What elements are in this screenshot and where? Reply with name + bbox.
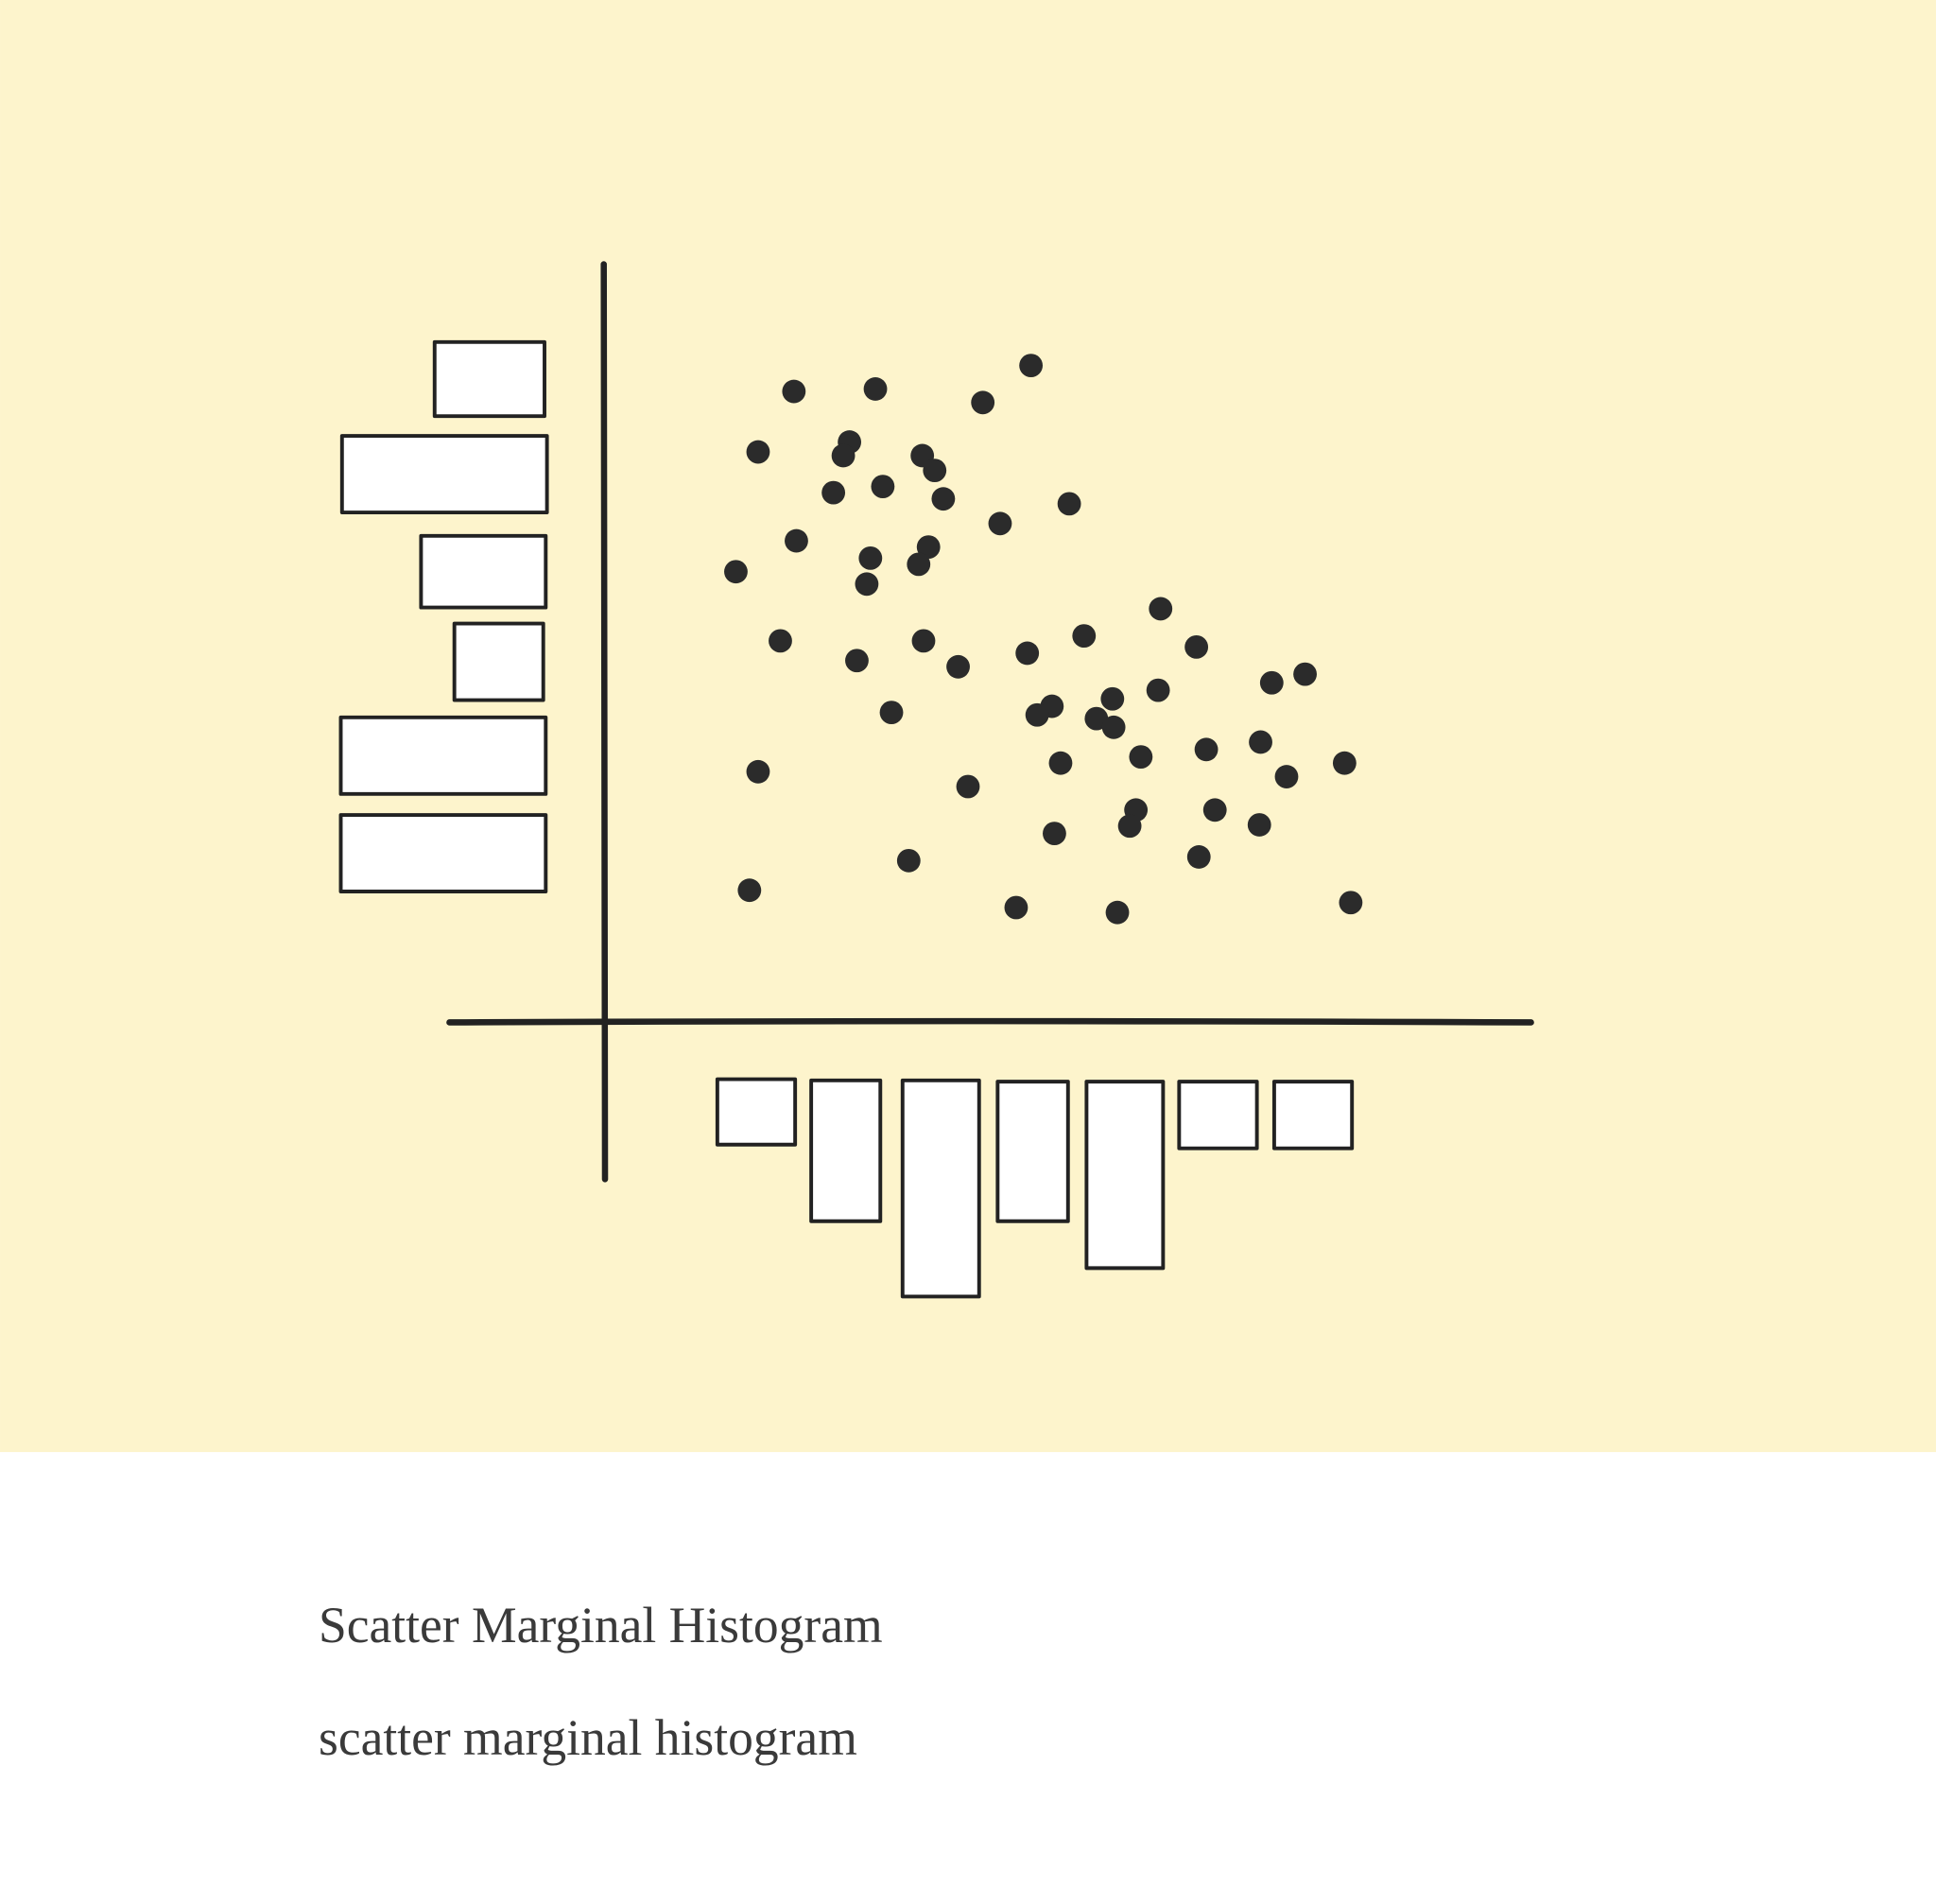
scatter-dot <box>1202 798 1227 822</box>
scatter-dot <box>1100 686 1125 711</box>
scatter-dot <box>1004 895 1028 920</box>
horizontal-axis <box>446 1017 1534 1026</box>
scatter-dot <box>831 443 856 468</box>
marginal-bar <box>1084 1080 1166 1271</box>
scatter-dot <box>1084 706 1109 731</box>
marginal-bar <box>419 533 548 610</box>
marginal-bar <box>809 1078 883 1223</box>
scatter-dot <box>1332 751 1357 775</box>
scatter-dot <box>855 572 879 597</box>
marginal-bar <box>452 621 545 702</box>
scatter-dot <box>863 377 888 401</box>
scatter-dot <box>845 649 869 673</box>
scatter-dot <box>1259 670 1284 695</box>
scatter-dot <box>1184 634 1209 659</box>
scatter-dot <box>746 759 770 784</box>
scatter-dot <box>1048 751 1073 775</box>
marginal-bar <box>1271 1080 1355 1151</box>
scatter-dot <box>724 560 748 584</box>
scatter-dot <box>769 629 792 653</box>
scatter-dot <box>1019 354 1044 378</box>
scatter-dot <box>1105 900 1130 925</box>
scatter-dot <box>907 552 931 577</box>
scatter-dot <box>1186 845 1211 869</box>
scatter-dot <box>988 511 1012 536</box>
scatter-dot <box>956 774 980 799</box>
scatter-dot <box>1274 765 1299 788</box>
marginal-bar <box>338 813 548 893</box>
scatter-dot <box>1149 597 1173 621</box>
scatter-dot <box>1247 813 1271 837</box>
caption-title: Scatter Marginal Histogram <box>319 1597 883 1653</box>
scatter-dot <box>879 701 904 725</box>
scatter-dot <box>911 629 936 653</box>
marginal-bar <box>432 339 546 419</box>
scatter-dot <box>785 528 808 553</box>
scatter-dot <box>1015 641 1040 666</box>
scatter-dot <box>1146 678 1170 702</box>
scatter-dot <box>923 459 947 483</box>
scatter-dot <box>896 848 921 873</box>
marginal-bar <box>715 1077 798 1147</box>
scatter-dot <box>1293 662 1317 686</box>
scatter-dot <box>971 390 995 415</box>
scatter-dot <box>1043 822 1066 846</box>
scatter-dot <box>1057 492 1081 516</box>
vertical-axis <box>600 261 609 1183</box>
scatter-dot <box>737 878 762 903</box>
marginal-bar <box>1177 1080 1259 1151</box>
scatter-dot <box>1339 891 1363 915</box>
scatter-dot <box>821 480 846 505</box>
scatter-dot <box>1072 624 1097 649</box>
scatter-dot <box>946 654 970 679</box>
scatter-dot <box>931 487 956 511</box>
marginal-bar <box>900 1078 981 1299</box>
scatter-dot <box>746 440 770 464</box>
marginal-bar <box>995 1080 1070 1223</box>
caption-subtitle: scatter marginal histogram <box>319 1709 857 1766</box>
scatter-dot <box>916 535 941 560</box>
scatter-dot <box>782 379 806 404</box>
scatter-dot <box>1129 745 1153 770</box>
scatter-dot <box>1117 814 1142 839</box>
scatter-dot <box>871 475 895 499</box>
scatter-dot <box>1025 702 1049 727</box>
scatter-dot <box>1249 730 1272 754</box>
marginal-bar <box>339 434 549 514</box>
scatter-dot <box>858 545 883 570</box>
scatter-dot <box>1194 737 1219 762</box>
scatter-marginal-histogram-illustration <box>338 339 1363 1299</box>
scatter-dot <box>1101 715 1126 739</box>
marginal-bar <box>338 715 548 796</box>
